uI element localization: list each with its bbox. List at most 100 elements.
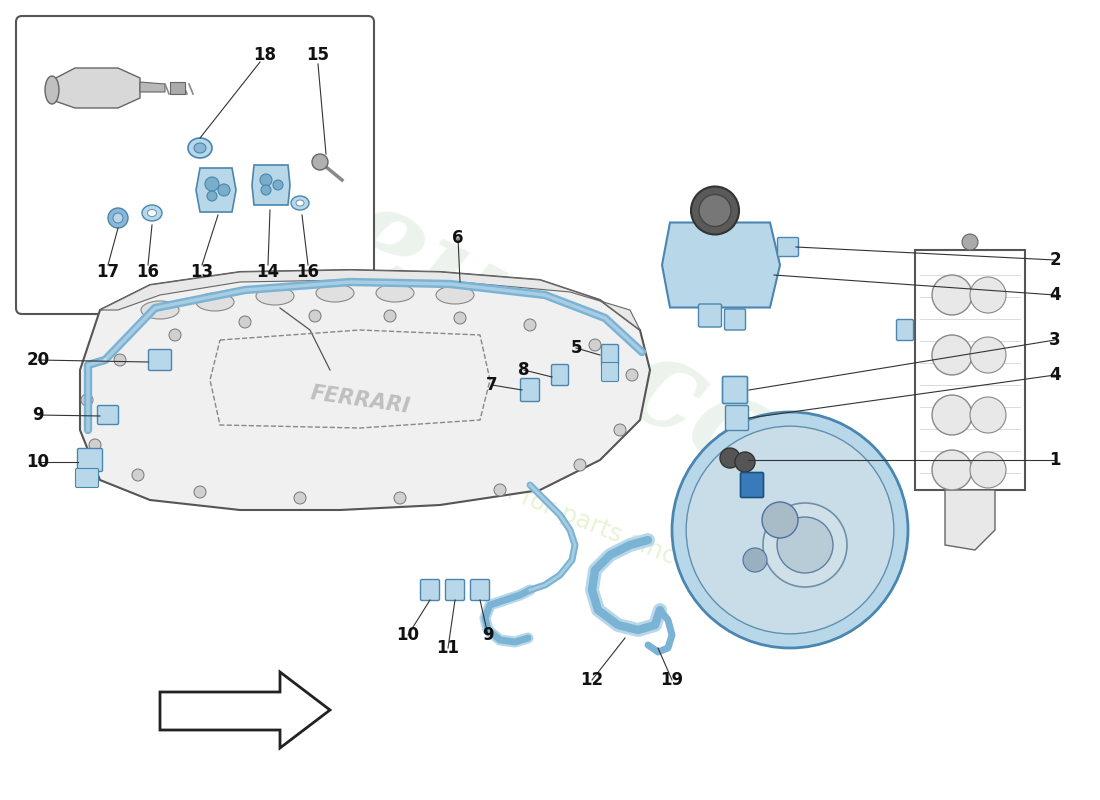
Ellipse shape <box>316 284 354 302</box>
FancyBboxPatch shape <box>446 579 464 601</box>
Circle shape <box>169 329 182 341</box>
Circle shape <box>394 492 406 504</box>
Circle shape <box>735 452 755 472</box>
Circle shape <box>260 174 272 186</box>
Text: 15: 15 <box>307 46 330 64</box>
Text: 19: 19 <box>660 671 683 689</box>
Text: FERRARI: FERRARI <box>309 383 411 417</box>
FancyBboxPatch shape <box>520 378 539 402</box>
Polygon shape <box>170 82 185 94</box>
Circle shape <box>970 452 1007 488</box>
Circle shape <box>114 354 126 366</box>
FancyBboxPatch shape <box>778 238 799 257</box>
FancyBboxPatch shape <box>98 406 119 425</box>
Polygon shape <box>915 250 1025 490</box>
Circle shape <box>588 339 601 351</box>
FancyBboxPatch shape <box>896 319 913 341</box>
Text: 6: 6 <box>452 229 464 247</box>
Text: 20: 20 <box>26 351 50 369</box>
Circle shape <box>108 208 128 228</box>
Text: 5: 5 <box>570 339 582 357</box>
Ellipse shape <box>296 200 304 206</box>
Polygon shape <box>662 222 780 307</box>
Text: 9: 9 <box>32 406 44 424</box>
FancyBboxPatch shape <box>726 406 748 430</box>
Text: 3: 3 <box>1049 331 1060 349</box>
Ellipse shape <box>142 205 162 221</box>
Circle shape <box>494 484 506 496</box>
FancyBboxPatch shape <box>471 579 490 601</box>
Text: 8: 8 <box>518 361 530 379</box>
Polygon shape <box>80 270 650 510</box>
FancyBboxPatch shape <box>723 377 748 403</box>
Circle shape <box>763 503 847 587</box>
Circle shape <box>970 397 1007 433</box>
Circle shape <box>273 180 283 190</box>
Circle shape <box>970 337 1007 373</box>
Circle shape <box>932 450 972 490</box>
Polygon shape <box>140 82 165 92</box>
Polygon shape <box>945 490 996 550</box>
Text: 9: 9 <box>482 626 494 644</box>
Text: 2: 2 <box>1049 251 1060 269</box>
Circle shape <box>261 185 271 195</box>
Polygon shape <box>252 165 290 205</box>
Ellipse shape <box>141 301 179 319</box>
Text: 7: 7 <box>486 376 498 394</box>
Circle shape <box>524 319 536 331</box>
Circle shape <box>194 486 206 498</box>
Circle shape <box>89 439 101 451</box>
Text: 16: 16 <box>136 263 160 281</box>
Polygon shape <box>52 68 140 108</box>
FancyBboxPatch shape <box>602 345 618 366</box>
Circle shape <box>239 316 251 328</box>
Circle shape <box>81 394 94 406</box>
Circle shape <box>970 277 1007 313</box>
Ellipse shape <box>436 286 474 304</box>
Circle shape <box>672 412 908 648</box>
FancyBboxPatch shape <box>725 309 746 330</box>
Circle shape <box>932 335 972 375</box>
Circle shape <box>294 492 306 504</box>
FancyBboxPatch shape <box>420 579 440 601</box>
Circle shape <box>205 177 219 191</box>
FancyBboxPatch shape <box>740 473 763 498</box>
Text: eurocars: eurocars <box>321 173 920 567</box>
Circle shape <box>454 312 466 324</box>
Circle shape <box>626 369 638 381</box>
Text: 16: 16 <box>297 263 319 281</box>
Text: 10: 10 <box>396 626 419 644</box>
Text: 12: 12 <box>581 671 604 689</box>
Circle shape <box>932 275 972 315</box>
Circle shape <box>686 426 894 634</box>
Text: 13: 13 <box>190 263 213 281</box>
Circle shape <box>762 502 798 538</box>
Circle shape <box>207 191 217 201</box>
FancyBboxPatch shape <box>148 350 172 370</box>
Text: 4: 4 <box>1049 286 1060 304</box>
Ellipse shape <box>292 196 309 210</box>
Circle shape <box>113 213 123 223</box>
Text: 14: 14 <box>256 263 279 281</box>
FancyBboxPatch shape <box>602 362 618 382</box>
Text: 4: 4 <box>1049 366 1060 384</box>
FancyBboxPatch shape <box>77 449 102 471</box>
Text: 10: 10 <box>26 453 50 471</box>
Ellipse shape <box>45 76 59 104</box>
Circle shape <box>698 194 732 226</box>
Text: 1: 1 <box>1049 451 1060 469</box>
Circle shape <box>720 448 740 468</box>
Circle shape <box>962 234 978 250</box>
FancyBboxPatch shape <box>16 16 374 314</box>
Polygon shape <box>100 270 640 330</box>
Text: 11: 11 <box>437 639 460 657</box>
Polygon shape <box>160 672 330 748</box>
Circle shape <box>384 310 396 322</box>
Circle shape <box>614 424 626 436</box>
Circle shape <box>742 548 767 572</box>
Text: 18: 18 <box>253 46 276 64</box>
Text: 17: 17 <box>97 263 120 281</box>
Text: a passion for parts since 1985: a passion for parts since 1985 <box>400 438 760 602</box>
Ellipse shape <box>376 284 414 302</box>
Polygon shape <box>196 168 236 212</box>
